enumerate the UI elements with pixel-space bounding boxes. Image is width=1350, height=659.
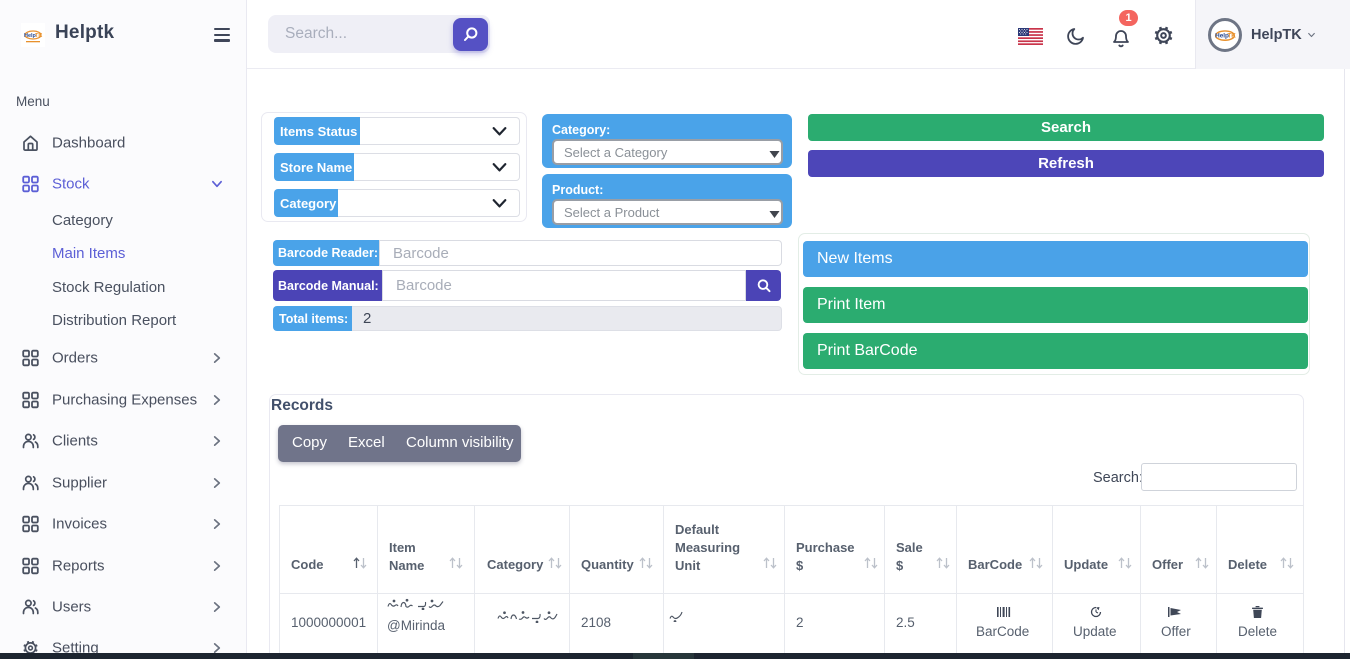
svg-text:TK: TK <box>1227 32 1236 39</box>
svg-text:Help: Help <box>1215 32 1229 39</box>
svg-text:Help: Help <box>24 33 37 39</box>
svg-text:TK: TK <box>35 33 42 39</box>
